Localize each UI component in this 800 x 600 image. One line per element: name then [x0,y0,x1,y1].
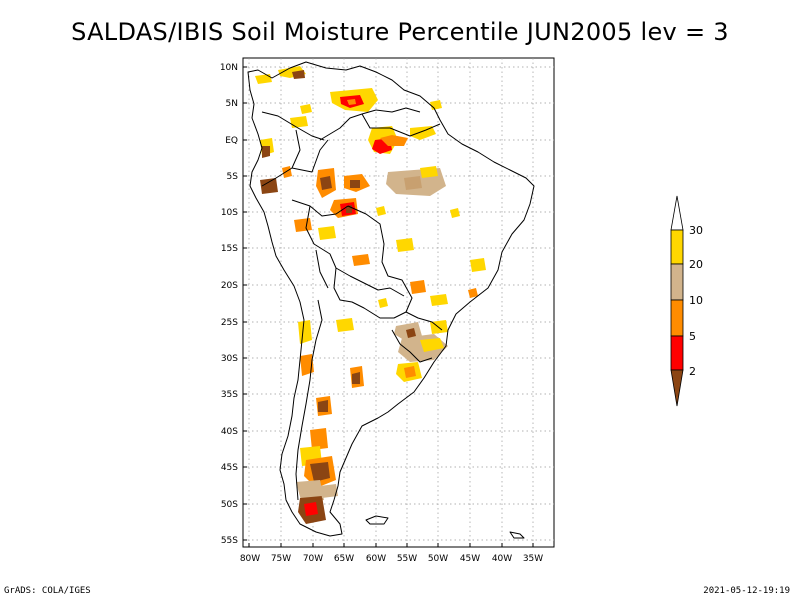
lon-label: 70W [303,554,323,564]
lat-labels: 10N 5N EQ 5S 10S 15S 20S 25S 30S 35S 40S… [220,63,238,546]
lon-label: 80W [240,554,260,564]
legend: 2 5 10 20 30 [670,195,703,407]
legend-swatch-5-10 [670,299,684,337]
lat-label: 55S [221,536,238,546]
lat-label: 10S [221,208,238,218]
lat-label: 35S [221,390,238,400]
lon-label: 40W [492,554,512,564]
legend-label: 30 [689,224,703,237]
legend-label: 20 [689,258,703,271]
lat-label: EQ [225,136,238,146]
timestamp-label: 2021-05-12-19:19 [703,586,790,596]
lat-label: 20S [221,281,238,291]
legend-swatch-20-30 [670,229,684,265]
lat-label: 5S [227,172,239,182]
lat-label: 5N [226,99,238,109]
lon-labels: 80W 75W 70W 65W 60W 55W 50W 45W 40W 35W [240,554,543,564]
legend-swatch-10-20 [670,263,684,301]
lat-label: 25S [221,318,238,328]
legend-label: 5 [689,330,696,343]
percentile-patches [255,66,486,524]
legend-label: 2 [689,365,696,378]
legend-labels: 2 5 10 20 30 [689,224,703,378]
credits-label: GrADS: COLA/IGES [4,586,91,596]
lon-label: 60W [366,554,386,564]
lat-label: 10N [220,63,238,73]
lat-label: 45S [221,463,238,473]
legend-swatch-2-5 [670,335,684,371]
lat-label: 30S [221,354,238,364]
lat-label: 15S [221,244,238,254]
lat-label: 50S [221,500,238,510]
lat-label: 40S [221,427,238,437]
axis-ticks [243,66,534,547]
lon-label: 75W [271,554,291,564]
legend-swatch-below-2 [670,369,684,407]
legend-swatch-above-30 [670,195,684,231]
lon-label: 35W [523,554,543,564]
legend-label: 10 [689,294,703,307]
lon-label: 45W [460,554,480,564]
south-america-outline [247,61,535,539]
lon-label: 50W [428,554,448,564]
lon-label: 55W [397,554,417,564]
lon-label: 65W [334,554,354,564]
map-title: SALDAS/IBIS Soil Moisture Percentile JUN… [71,18,729,46]
